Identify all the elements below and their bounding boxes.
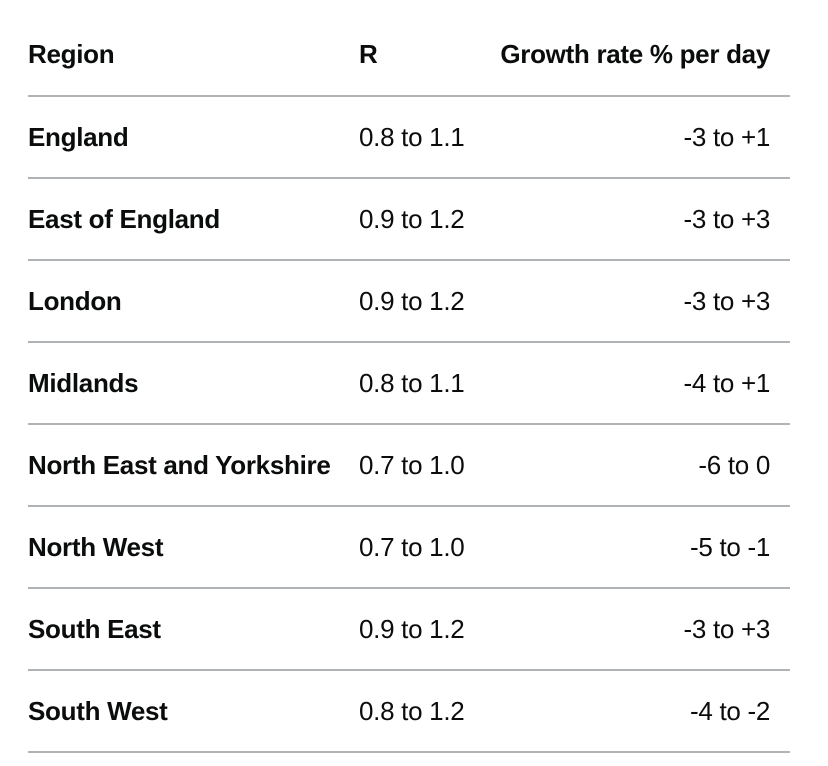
- table-row: London 0.9 to 1.2 -3 to +3: [28, 260, 790, 343]
- header-r: R: [359, 14, 483, 97]
- cell-growth: -3 to +3: [483, 260, 790, 343]
- table-row: Midlands 0.8 to 1.1 -4 to +1: [28, 342, 790, 425]
- cell-region: East of England: [28, 178, 359, 261]
- cell-r: 0.7 to 1.0: [359, 506, 483, 589]
- cell-r: 0.8 to 1.1: [359, 96, 483, 179]
- cell-growth: -3 to +3: [483, 178, 790, 261]
- cell-r: 0.7 to 1.0: [359, 424, 483, 507]
- table-header: Region R Growth rate % per day: [28, 14, 790, 97]
- cell-r: 0.8 to 1.1: [359, 342, 483, 425]
- cell-r: 0.9 to 1.2: [359, 260, 483, 343]
- cell-region: South East: [28, 588, 359, 671]
- r-growth-table-container: Region R Growth rate % per day England 0…: [28, 14, 790, 753]
- cell-growth: -3 to +3: [483, 588, 790, 671]
- cell-region: North West: [28, 506, 359, 589]
- cell-region: South West: [28, 670, 359, 753]
- table-row: South West 0.8 to 1.2 -4 to -2: [28, 670, 790, 753]
- table-row: South East 0.9 to 1.2 -3 to +3: [28, 588, 790, 671]
- header-region: Region: [28, 14, 359, 97]
- cell-growth: -3 to +1: [483, 96, 790, 179]
- cell-growth: -4 to +1: [483, 342, 790, 425]
- table-row: North East and Yorkshire 0.7 to 1.0 -6 t…: [28, 424, 790, 507]
- header-growth-rate: Growth rate % per day: [483, 14, 790, 97]
- table-body: England 0.8 to 1.1 -3 to +1 East of Engl…: [28, 96, 790, 753]
- header-row: Region R Growth rate % per day: [28, 14, 790, 97]
- cell-region: London: [28, 260, 359, 343]
- cell-region: Midlands: [28, 342, 359, 425]
- table-row: England 0.8 to 1.1 -3 to +1: [28, 96, 790, 179]
- table-row: East of England 0.9 to 1.2 -3 to +3: [28, 178, 790, 261]
- cell-r: 0.8 to 1.2: [359, 670, 483, 753]
- cell-r: 0.9 to 1.2: [359, 588, 483, 671]
- cell-growth: -6 to 0: [483, 424, 790, 507]
- cell-growth: -5 to -1: [483, 506, 790, 589]
- cell-r: 0.9 to 1.2: [359, 178, 483, 261]
- r-growth-table: Region R Growth rate % per day England 0…: [28, 14, 790, 753]
- cell-region: England: [28, 96, 359, 179]
- cell-region: North East and Yorkshire: [28, 424, 359, 507]
- cell-growth: -4 to -2: [483, 670, 790, 753]
- table-row: North West 0.7 to 1.0 -5 to -1: [28, 506, 790, 589]
